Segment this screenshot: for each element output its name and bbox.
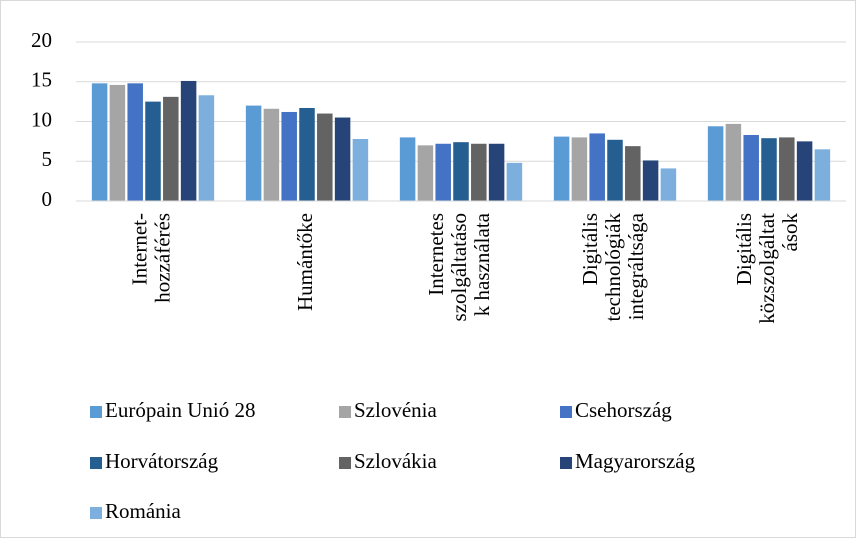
legend-label: Horvátország	[105, 449, 219, 473]
bar	[352, 138, 369, 201]
bar	[91, 83, 108, 201]
bar	[707, 126, 724, 201]
legend-swatch	[339, 457, 351, 469]
bar	[399, 137, 416, 201]
bar	[317, 113, 333, 201]
legend-swatch	[90, 457, 102, 469]
x-tick-label: Internet-hozzáférés	[127, 213, 174, 303]
legend-swatch	[560, 457, 572, 469]
bar	[488, 143, 505, 201]
bar	[263, 108, 280, 201]
bar	[814, 149, 831, 201]
bar	[299, 107, 315, 201]
bar	[796, 141, 813, 201]
x-tick-label: Digitálisközszolgáltatások	[732, 213, 802, 324]
x-tick-label: Digitálistechnológiákintegráltsága	[578, 212, 648, 321]
y-tick-label: 10	[31, 107, 52, 131]
x-tick-label: Humántőke	[293, 213, 317, 311]
bar	[642, 160, 659, 201]
legend-label: Románia	[105, 499, 181, 523]
bar	[571, 137, 588, 201]
y-tick-label: 0	[42, 187, 53, 211]
bar	[145, 101, 161, 201]
y-tick-label: 5	[42, 147, 53, 171]
bar	[281, 111, 297, 201]
legend-label: Szlovénia	[354, 398, 437, 422]
legend-label: Magyarország	[575, 449, 696, 473]
bar	[761, 138, 777, 201]
bar	[127, 83, 143, 201]
bar	[180, 80, 197, 201]
bar	[163, 96, 179, 201]
legend-label: Csehország	[575, 398, 672, 422]
bar	[334, 117, 351, 201]
legend-swatch	[90, 406, 102, 418]
bar	[471, 143, 487, 201]
legend-swatch	[90, 507, 102, 519]
y-tick-label: 15	[31, 68, 52, 92]
bar	[506, 162, 523, 201]
bar	[725, 123, 742, 201]
bar	[417, 145, 434, 201]
bar	[660, 168, 677, 201]
bar	[435, 143, 451, 201]
bar	[625, 146, 641, 201]
bar	[607, 139, 623, 201]
legend-label: Európain Unió 28	[105, 398, 255, 422]
bar	[743, 135, 759, 201]
bar	[779, 137, 795, 201]
bar	[453, 142, 469, 201]
legend-swatch	[560, 406, 572, 418]
bar	[553, 136, 570, 201]
bar	[109, 84, 126, 201]
x-tick-label: Internetesszolgáltatások használata	[424, 212, 494, 321]
bar	[198, 95, 215, 201]
bar	[589, 133, 605, 201]
legend-label: Szlovákia	[354, 449, 437, 473]
bar	[245, 105, 262, 201]
y-tick-label: 20	[31, 28, 52, 52]
legend-swatch	[339, 406, 351, 418]
